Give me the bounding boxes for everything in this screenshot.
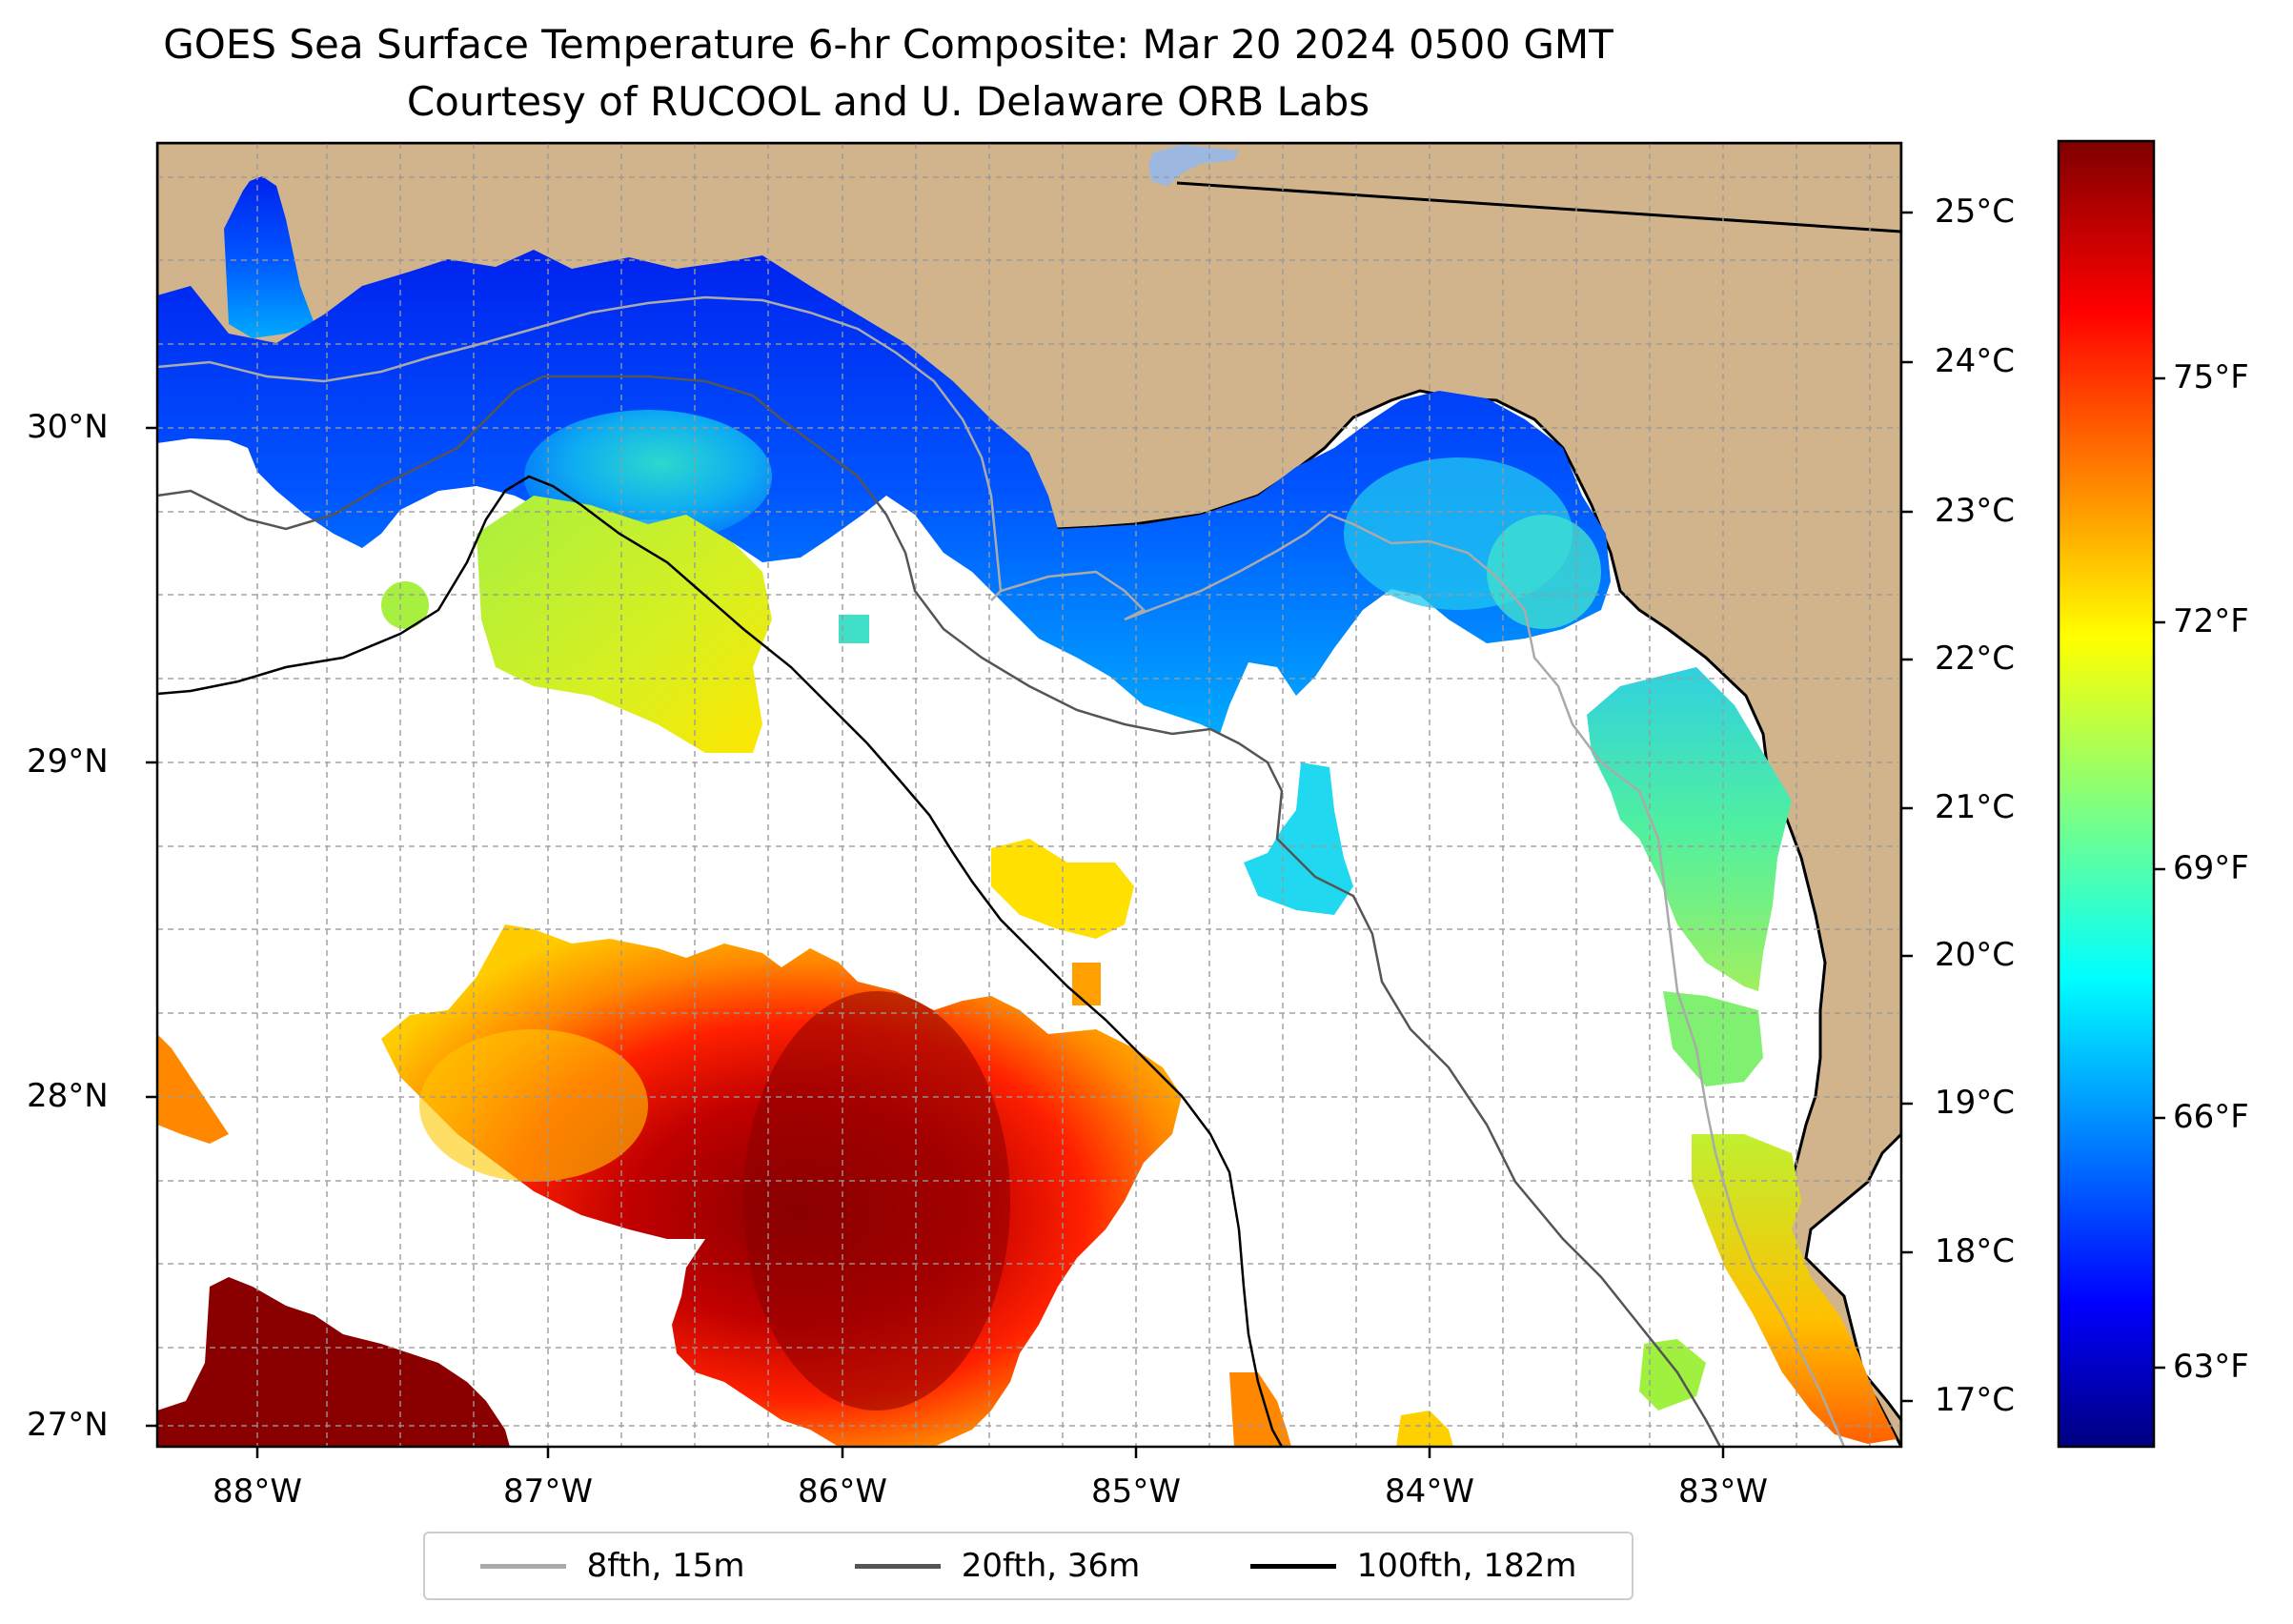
map-frame: [155, 141, 1903, 1449]
lon-tick-label: 84°W: [1385, 1472, 1474, 1511]
celsius-tick-label: 22°C: [1935, 639, 2016, 678]
lat-tick-label: 27°N: [27, 1406, 109, 1444]
isobath-100fth: [157, 475, 1284, 1447]
celsius-tick-label: 18°C: [1935, 1232, 2016, 1270]
legend-label: 100fth, 182m: [1356, 1547, 1577, 1585]
legend-item-100fth: 100fth, 182m: [1249, 1547, 1577, 1585]
fahrenheit-tick-label: 63°F: [2173, 1348, 2249, 1386]
sst-coastal-band: [157, 250, 1611, 734]
legend-item-20fth: 20fth, 36m: [854, 1547, 1141, 1585]
map-subtitle: Courtesy of RUCOOL and U. Delaware ORB L…: [406, 78, 1370, 125]
isobath-legend: 8fth, 15m 20fth, 36m 100fth, 182m: [423, 1532, 1634, 1600]
celsius-tick-label: 25°C: [1935, 193, 2016, 231]
legend-swatch: [1249, 1563, 1336, 1569]
sst-sw-florida: [1692, 1134, 1897, 1444]
colorbar: [2057, 139, 2156, 1449]
state-border: [1176, 181, 1901, 233]
lon-tick-label: 86°W: [798, 1472, 887, 1511]
celsius-tick-label: 19°C: [1935, 1084, 2016, 1122]
celsius-tick-label: 23°C: [1935, 492, 2016, 530]
lon-tick-label: 88°W: [213, 1472, 302, 1511]
celsius-tick-label: 24°C: [1935, 342, 2016, 380]
isobath-8fth: [157, 295, 1846, 1447]
sst-dark-red-sw: [157, 1277, 510, 1447]
lat-tick-label: 28°N: [27, 1077, 109, 1115]
lat-tick-label: 30°N: [27, 408, 109, 446]
lon-tick-label: 85°W: [1091, 1472, 1181, 1511]
fahrenheit-tick-label: 66°F: [2173, 1098, 2249, 1136]
celsius-tick-label: 20°C: [1935, 936, 2016, 974]
legend-label: 20fth, 36m: [961, 1547, 1141, 1585]
fahrenheit-tick-label: 72°F: [2173, 602, 2249, 640]
isobath-20fth: [157, 375, 1722, 1447]
graticule: [157, 143, 1901, 1447]
sst-yellow-green-patch: [477, 496, 772, 753]
map-title: GOES Sea Surface Temperature 6-hr Compos…: [163, 21, 1613, 68]
lon-tick-label: 87°W: [503, 1472, 593, 1511]
legend-swatch: [854, 1563, 941, 1569]
legend-label: 8fth, 15m: [586, 1547, 745, 1585]
lat-tick-label: 29°N: [27, 742, 109, 781]
legend-item-8fth: 8fth, 15m: [479, 1547, 745, 1585]
sst-florida-coastal: [1587, 667, 1792, 991]
lon-tick-label: 83°W: [1678, 1472, 1768, 1511]
celsius-tick-label: 21°C: [1935, 788, 2016, 826]
fahrenheit-tick-label: 69°F: [2173, 849, 2249, 887]
fahrenheit-tick-label: 75°F: [2173, 358, 2249, 396]
celsius-tick-label: 17°C: [1935, 1381, 2016, 1419]
legend-swatch: [479, 1563, 566, 1569]
lake: [1148, 145, 1239, 186]
